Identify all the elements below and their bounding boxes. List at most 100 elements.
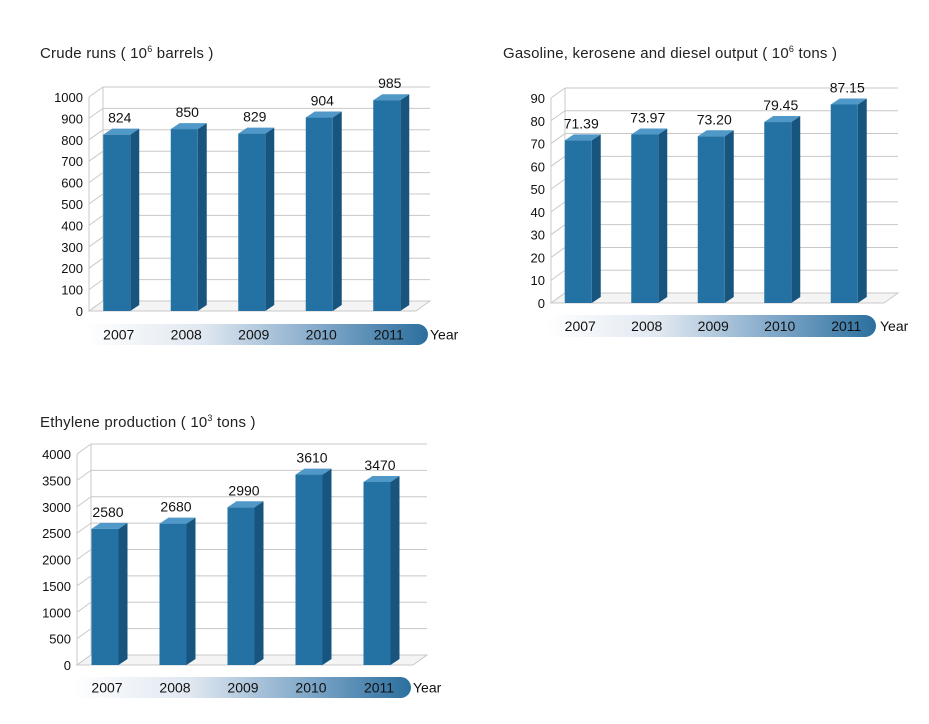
- gridline-side: [550, 178, 566, 190]
- bar-top: [363, 475, 400, 482]
- bar-top: [631, 128, 668, 135]
- y-tick-label: 900: [61, 111, 83, 126]
- bar: [363, 481, 391, 665]
- y-tick-label: 400: [61, 218, 83, 233]
- y-tick-label: 60: [531, 159, 545, 174]
- crude-runs-plot: 0 100 200 300 400 500 600 700 800 900 1000 824 2007 8…: [54, 75, 459, 345]
- bar: [305, 117, 333, 311]
- y-tick-label: 80: [531, 114, 545, 129]
- y-tick-label: 0: [76, 304, 83, 319]
- x-tick-label: 2009: [238, 327, 269, 343]
- bar: [764, 122, 792, 304]
- bar: [830, 104, 858, 303]
- gridline-side: [550, 133, 566, 144]
- bar-side: [197, 123, 207, 311]
- x-axis-label: Year: [413, 680, 442, 696]
- ethylene-production-plot: 0 500 1000 1500 2000 2500 3000 3500 4000 2580 2007…: [42, 443, 442, 698]
- gridline-side: [550, 110, 566, 122]
- gridline-side: [88, 279, 104, 291]
- gridline-side: [76, 601, 92, 613]
- data-label: 3470: [364, 457, 395, 473]
- title-text: Ethylene production ( 10: [40, 414, 208, 431]
- bar-top: [91, 522, 128, 529]
- gridline-side: [88, 107, 104, 119]
- bar: [170, 129, 198, 311]
- x-tick-label: 2007: [91, 680, 122, 696]
- x-tick-label: 2009: [698, 318, 729, 334]
- y-tick-label: 3000: [42, 500, 71, 515]
- data-label: 985: [378, 75, 402, 91]
- title-exponent: 6: [147, 44, 153, 54]
- category-band: [84, 324, 428, 345]
- bar-side: [724, 130, 734, 303]
- x-tick-label: 2011: [831, 318, 861, 334]
- data-label: 904: [311, 93, 335, 109]
- y-tick-label: 1500: [42, 579, 71, 594]
- y-tick-label: 0: [64, 658, 71, 673]
- y-tick-label: 700: [61, 154, 83, 169]
- x-axis-label: Year: [430, 327, 459, 343]
- gridline-side: [88, 193, 104, 205]
- y-tick-label: 70: [531, 137, 545, 152]
- bar-side: [332, 111, 342, 311]
- bar: [238, 133, 266, 311]
- y-tick-label: 800: [61, 133, 83, 148]
- gridline-side: [76, 443, 92, 455]
- y-tick-label: 500: [61, 197, 83, 212]
- gridline-side: [76, 628, 92, 640]
- bar-side: [857, 98, 867, 303]
- gridline-side: [88, 129, 104, 141]
- gridline-side: [550, 247, 566, 258]
- data-label: 824: [108, 110, 132, 126]
- x-tick-label: 2009: [227, 680, 258, 696]
- bar-side: [254, 501, 264, 665]
- y-tick-label: 600: [61, 176, 83, 191]
- x-tick-label: 2011: [374, 327, 404, 343]
- title-text: Crude runs ( 10: [40, 45, 148, 62]
- bar-side: [390, 475, 400, 665]
- bar: [631, 134, 659, 303]
- data-label: 2580: [92, 504, 123, 520]
- bar: [295, 474, 323, 665]
- bar: [564, 140, 592, 303]
- gridline-side: [550, 201, 566, 213]
- x-tick-label: 2008: [171, 327, 202, 343]
- title-text: Gasoline, kerosene and diesel output ( 1…: [503, 45, 789, 62]
- y-tick-label: 1000: [54, 90, 83, 105]
- title-unit: tons ): [212, 414, 256, 431]
- bar-top: [238, 127, 275, 134]
- x-tick-label: 2011: [364, 680, 394, 696]
- bar-top: [295, 468, 332, 475]
- y-tick-label: 20: [531, 250, 545, 265]
- data-label: 73.20: [697, 111, 732, 127]
- y-tick-label: 40: [531, 205, 545, 220]
- y-tick-label: 3500: [42, 473, 71, 488]
- gridline-side: [550, 224, 566, 236]
- gridline-side: [88, 172, 104, 184]
- bar-top: [305, 111, 342, 118]
- chart-title: Gasoline, kerosene and diesel output ( 1…: [503, 44, 837, 62]
- data-label: 71.39: [564, 115, 599, 131]
- y-tick-label: 2000: [42, 553, 71, 568]
- data-label: 79.45: [763, 97, 798, 113]
- x-tick-label: 2007: [103, 327, 134, 343]
- data-label: 73.97: [630, 110, 665, 126]
- y-tick-label: 0: [538, 296, 545, 311]
- bar-side: [186, 517, 196, 665]
- data-label: 829: [243, 109, 267, 125]
- bar-top: [103, 128, 140, 135]
- bar-side: [265, 127, 275, 312]
- bar-top: [227, 501, 264, 508]
- gridline-side: [88, 257, 104, 269]
- bar-top: [764, 116, 801, 123]
- bar-side: [591, 134, 601, 303]
- fuel-output-chart: Gasoline, kerosene and diesel output ( 1…: [0, 0, 929, 360]
- x-tick-label: 2008: [631, 318, 662, 334]
- title-exponent: 6: [788, 44, 795, 54]
- bar-top: [373, 94, 410, 101]
- y-tick-label: 10: [531, 273, 545, 288]
- bar-side: [130, 128, 140, 311]
- gridline-side: [88, 214, 104, 226]
- fuel-output-plot: 0 10 20 30 40 50 60 70 80 90 71.39 2007 73.97 2008 73.…: [531, 79, 909, 337]
- bar: [227, 507, 255, 665]
